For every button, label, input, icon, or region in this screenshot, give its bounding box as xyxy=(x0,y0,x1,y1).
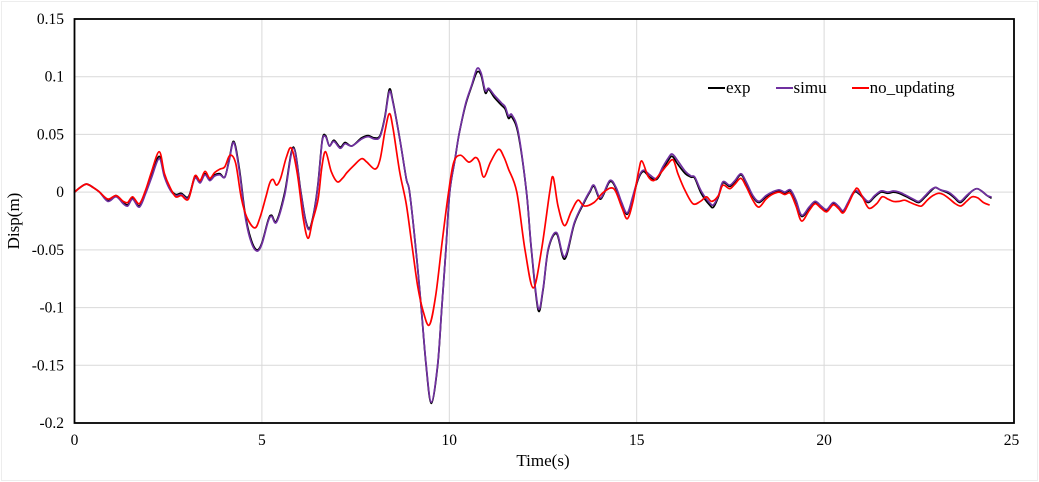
y-tick-label: -0.2 xyxy=(39,415,64,432)
y-tick-label: -0.05 xyxy=(32,242,65,259)
series-line-exp xyxy=(73,70,992,405)
y-tick-label: -0.1 xyxy=(39,300,64,317)
legend-line-swatch-simu xyxy=(775,86,793,89)
legend: exp simu no_updating xyxy=(708,79,955,96)
data-series-lines xyxy=(73,67,992,405)
y-tick-label: 0 xyxy=(56,184,64,201)
legend-item-exp: exp xyxy=(708,79,751,96)
legend-label-exp: exp xyxy=(726,78,751,97)
y-tick-label: 0.05 xyxy=(37,126,64,143)
legend-item-no-updating: no_updating xyxy=(851,78,955,97)
y-tick-label: 0.1 xyxy=(45,69,64,86)
y-axis-title: Disp(m) xyxy=(4,192,23,250)
y-tick-label: -0.15 xyxy=(32,357,65,374)
legend-label-no-updating: no_updating xyxy=(869,78,955,97)
x-tick-label: 5 xyxy=(258,432,266,449)
legend-line-swatch-exp xyxy=(708,86,725,89)
x-tick-label: 10 xyxy=(442,432,458,449)
legend-label-simu: simu xyxy=(793,78,827,97)
series-line-no_updating xyxy=(73,112,990,327)
axis-tick-labels: 0.15 0.1 0.05 0 -0.05 -0.1 -0.15 -0.2 0 5 10 15 20 25 xyxy=(32,11,1020,449)
legend-line-swatch-no-updating xyxy=(851,86,869,89)
series-line-simu xyxy=(73,67,992,404)
x-axis-title: Time(s) xyxy=(516,451,570,470)
x-tick-label: 0 xyxy=(71,432,79,449)
x-tick-label: 15 xyxy=(629,432,645,449)
y-tick-label: 0.15 xyxy=(37,11,64,28)
legend-item-simu: simu xyxy=(775,78,827,97)
x-tick-label: 20 xyxy=(816,432,832,449)
plot-area-border xyxy=(73,18,1015,424)
x-tick-label: 25 xyxy=(1004,432,1020,449)
